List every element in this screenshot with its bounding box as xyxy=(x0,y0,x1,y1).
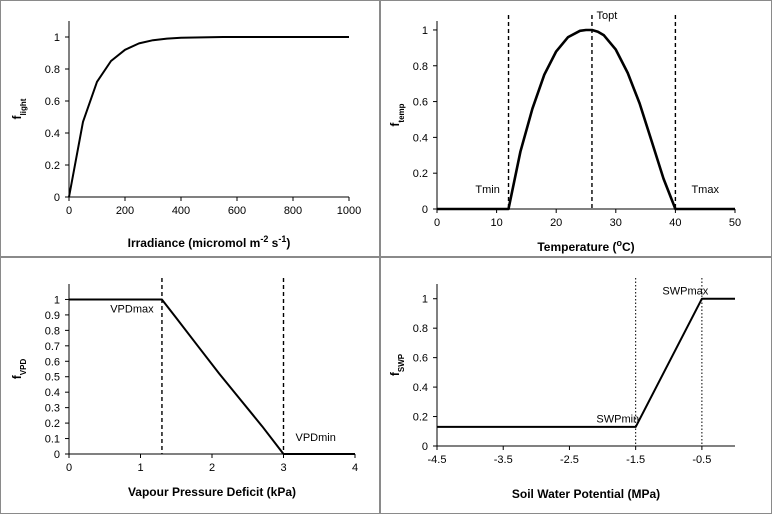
chart-panel-light: 0 200 400 600 800 1000 0 0.2 0.4 0.6 0.8 1 Irradianc… xyxy=(0,0,380,257)
x-tick-label: 4 xyxy=(352,462,358,474)
x-tick-label: 10 xyxy=(490,217,502,229)
annotation-label: Tmin xyxy=(475,184,499,196)
y-tick-label: 1 xyxy=(422,294,428,306)
annotation-label: VPDmax xyxy=(110,304,154,316)
y-tick-label: 0.4 xyxy=(413,382,428,394)
y-tick-label: 0.8 xyxy=(45,325,60,337)
annotation-label: SWPmin xyxy=(596,413,639,425)
x-tick-label: 0 xyxy=(66,205,72,217)
y-tick-label: 0.6 xyxy=(413,97,428,109)
x-tick-label: -4.5 xyxy=(428,454,447,466)
y-tick-label: 0.8 xyxy=(413,323,428,335)
x-tick-label: 50 xyxy=(729,217,741,229)
chart-swp: -4.5 -3.5 -2.5 -1.5 -0.5 0 0.2 0.4 0.6 0.8 1 SWPmin… xyxy=(388,278,735,501)
x-tick-label: 2 xyxy=(209,462,215,474)
series-line xyxy=(69,298,355,455)
y-tick-label: 0.4 xyxy=(45,387,60,399)
y-tick-label: 0.2 xyxy=(413,168,428,180)
x-tick-label: 1 xyxy=(137,462,143,474)
y-tick-label: 0 xyxy=(54,449,60,461)
x-tick-label: 0 xyxy=(434,217,440,229)
chart-temp: 0 10 20 30 40 50 0 0.2 0.4 0.6 0.8 1 Tmin Topt Tmax Tem… xyxy=(388,10,741,254)
x-tick-label: 40 xyxy=(669,217,681,229)
x-tick-label: 1000 xyxy=(337,205,361,217)
x-tick-label: -3.5 xyxy=(494,454,513,466)
chart-panel-vpd: 0 1 2 3 4 0 0.1 0.2 0.3 0.4 0.5 0.6 0.7 0.8 0.9 1 VPDmax… xyxy=(0,257,380,514)
y-tick-label: 0.9 xyxy=(45,310,60,322)
y-tick-label: 1 xyxy=(54,32,60,44)
annotation-label: VPDmin xyxy=(296,432,336,444)
x-tick-label: -1.5 xyxy=(626,454,645,466)
y-tick-label: 0.8 xyxy=(45,64,60,76)
x-tick-label: 800 xyxy=(284,205,302,217)
y-axis-label: fVPD xyxy=(10,359,28,380)
y-tick-label: 0 xyxy=(422,204,428,216)
x-axis-label: Irradiance (micromol m-2 s-1) xyxy=(128,234,291,250)
chart-light: 0 200 400 600 800 1000 0 0.2 0.4 0.6 0.8 1 Irradianc… xyxy=(10,21,361,250)
annotation-label: Tmax xyxy=(691,184,719,196)
y-tick-label: 0.5 xyxy=(45,372,60,384)
y-tick-label: 0.4 xyxy=(45,128,60,140)
y-tick-label: 0.3 xyxy=(45,403,60,415)
chart-panel-temp: 0 10 20 30 40 50 0 0.2 0.4 0.6 0.8 1 Tmin Topt Tmax Tem… xyxy=(380,0,772,257)
x-tick-label: -0.5 xyxy=(692,454,711,466)
series-line xyxy=(437,28,735,211)
y-tick-label: 0.1 xyxy=(45,434,60,446)
x-tick-label: 600 xyxy=(228,205,246,217)
series-line xyxy=(68,36,349,198)
y-tick-label: 0 xyxy=(422,441,428,453)
chart-panel-swp: -4.5 -3.5 -2.5 -1.5 -0.5 0 0.2 0.4 0.6 0.8 1 SWPmin… xyxy=(380,257,772,514)
annotation-label: Topt xyxy=(596,10,617,22)
y-tick-label: 0.4 xyxy=(413,132,428,144)
y-tick-label: 0.6 xyxy=(45,356,60,368)
y-tick-label: 0 xyxy=(54,192,60,204)
x-tick-label: 30 xyxy=(610,217,622,229)
y-tick-label: 0.2 xyxy=(45,160,60,172)
annotation-label: SWPmax xyxy=(662,285,708,297)
y-tick-label: 1 xyxy=(422,25,428,37)
x-axis-label: Temperature (oC) xyxy=(537,238,634,254)
y-tick-label: 0.2 xyxy=(413,412,428,424)
y-tick-label: 1 xyxy=(54,294,60,306)
y-tick-label: 0.7 xyxy=(45,341,60,353)
x-tick-label: 400 xyxy=(172,205,190,217)
y-tick-label: 0.6 xyxy=(413,353,428,365)
x-axis-label: Vapour Pressure Deficit (kPa) xyxy=(128,485,296,499)
y-tick-label: 0.6 xyxy=(45,96,60,108)
y-axis-label: flight xyxy=(10,98,28,119)
series-line xyxy=(437,297,735,428)
y-axis-label: fSWP xyxy=(388,353,406,376)
x-tick-label: 20 xyxy=(550,217,562,229)
x-tick-label: 3 xyxy=(280,462,286,474)
x-tick-label: 200 xyxy=(116,205,134,217)
y-tick-label: 0.2 xyxy=(45,418,60,430)
x-tick-label: 0 xyxy=(66,462,72,474)
x-axis-label: Soil Water Potential (MPa) xyxy=(512,487,660,501)
x-tick-label: -2.5 xyxy=(560,454,579,466)
y-axis-label: ftemp xyxy=(388,103,406,126)
chart-vpd: 0 1 2 3 4 0 0.1 0.2 0.3 0.4 0.5 0.6 0.7 0.8 0.9 1 VPDmax… xyxy=(10,278,358,499)
y-tick-label: 0.8 xyxy=(413,61,428,73)
